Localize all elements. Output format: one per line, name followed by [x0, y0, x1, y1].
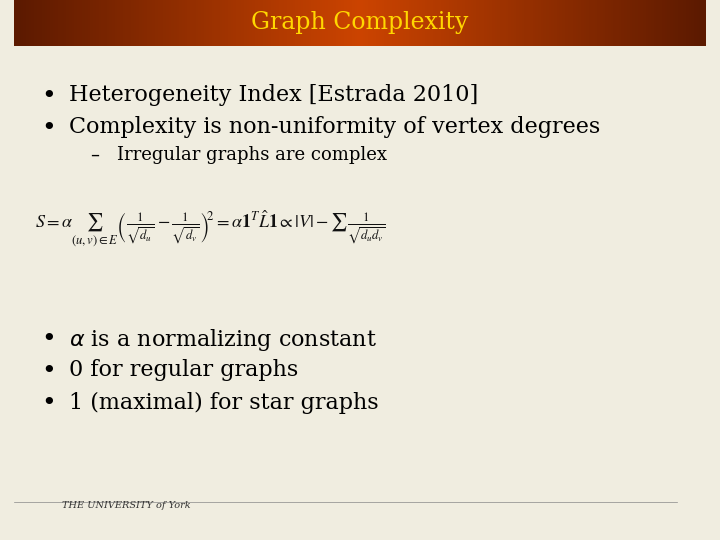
Text: Complexity is non-uniformity of vertex degrees: Complexity is non-uniformity of vertex d…	[69, 116, 600, 138]
Text: •: •	[42, 359, 56, 383]
Text: THE UNIVERSITY of York: THE UNIVERSITY of York	[62, 501, 191, 510]
Text: $S = \alpha \sum_{(u,v)\in E}\left(\frac{1}{\sqrt{d_u}} - \frac{1}{\sqrt{d_v}}\r: $S = \alpha \sum_{(u,v)\in E}\left(\frac…	[35, 208, 385, 248]
Text: •: •	[42, 84, 56, 107]
Text: 0 for regular graphs: 0 for regular graphs	[69, 359, 298, 381]
Text: Heterogeneity Index [Estrada 2010]: Heterogeneity Index [Estrada 2010]	[69, 84, 478, 106]
Text: Graph Complexity: Graph Complexity	[251, 11, 469, 35]
Text: •: •	[42, 327, 56, 350]
Text: –: –	[90, 146, 99, 164]
Text: $\alpha$ is a normalizing constant: $\alpha$ is a normalizing constant	[69, 327, 377, 353]
Text: 1 (maximal) for star graphs: 1 (maximal) for star graphs	[69, 392, 379, 414]
Text: Irregular graphs are complex: Irregular graphs are complex	[117, 146, 387, 164]
Text: •: •	[42, 116, 56, 140]
Text: •: •	[42, 392, 56, 415]
